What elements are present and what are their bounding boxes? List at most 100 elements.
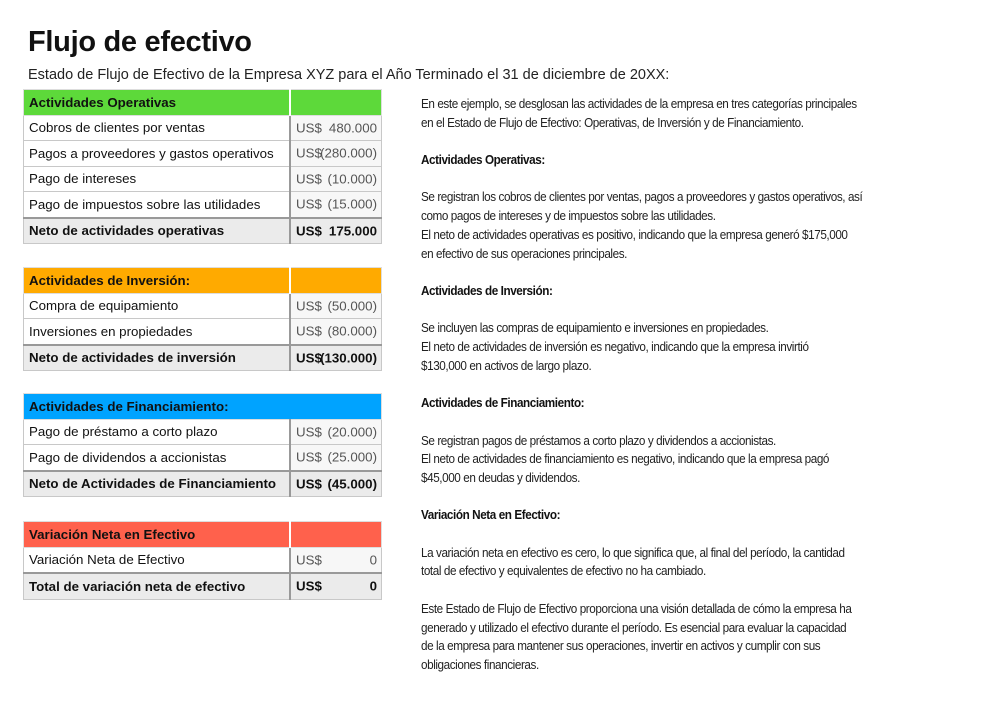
row-label: Cobros de clientes por ventas [23,114,291,141]
amount-value: (10.000) [327,171,377,187]
amount-value: (20.000) [327,424,377,440]
spacer [421,413,901,432]
total-row: Neto de actividades operativas US$ 175.000 [23,216,382,244]
row-amount: US$ (280.000) [289,140,382,167]
currency-label: US$ [296,424,322,440]
row-label: Compra de equipamiento [23,292,291,319]
table-row: Compra de equipamiento US$ (50.000) [23,292,382,319]
row-amount: US$ (20.000) [289,418,382,445]
table-financiamiento: Actividades de Financiamiento: Pago de pr… [23,393,382,497]
paragraph-line: Se incluyen las compras de equipamiento … [421,321,769,336]
section-header: Actividades de Inversión: [23,267,382,294]
total-row: Total de variación neta de efectivo US$ 0 [23,572,382,600]
paragraph-line: El neto de actividades operativas es pos… [421,227,848,242]
row-amount: US$ (15.000) [289,191,382,218]
currency-label: US$ [296,476,322,492]
paragraph-line: El neto de actividades de inversión es n… [421,340,809,355]
amount-value: 175.000 [328,223,377,239]
amount-value: 0 [369,552,377,568]
paragraph-line: Se registran los cobros de clientes por … [421,190,863,205]
row-label: Pago de dividendos a accionistas [23,444,291,471]
section-header: Actividades Operativas [23,89,382,116]
row-amount: US$ 175.000 [289,216,382,244]
total-row: Neto de actividades de inversión US$ (130.… [23,343,382,371]
amount-value: (80.000) [327,323,377,339]
amount-value: (130.000) [320,350,377,366]
spacer [421,263,901,282]
paragraph-line: Este Estado de Flujo de Efectivo proporc… [421,601,852,616]
section-heading: Actividades de Inversión: [421,283,553,298]
paragraph-line: En este ejemplo, se desglosan las activi… [421,97,857,111]
currency-label: US$ [296,298,322,314]
amount-value: (280.000) [320,145,377,161]
spacer [421,525,901,544]
row-label: Total de variación neta de efectivo [23,572,291,600]
paragraph-line: como pagos de intereses y de impuestos s… [421,209,716,224]
section-header-value [289,267,382,294]
row-label: Pago de intereses [23,165,291,192]
row-label: Pago de préstamo a corto plazo [23,418,291,445]
currency-label: US$ [296,196,322,212]
row-amount: US$ (25.000) [289,444,382,471]
spacer [421,301,901,320]
table-operativas: Actividades Operativas Cobros de clientes… [23,89,382,244]
currency-label: US$ [296,449,322,465]
section-header-label: Actividades Operativas [23,89,291,116]
page-subtitle: Estado de Flujo de Efectivo de la Empres… [28,67,670,83]
spacer [421,581,901,600]
paragraph-line: obligaciones financieras. [421,657,539,672]
currency-label: US$ [296,223,322,239]
row-label: Pagos a proveedores y gastos operativos [23,140,291,167]
row-label: Neto de actividades de inversión [23,343,291,371]
table-row: Pago de intereses US$ (10.000) [23,165,382,192]
row-amount: US$ (10.000) [289,165,382,192]
table-row: Pago de dividendos a accionistas US$ (25.0… [23,444,382,471]
table-row: Pago de préstamo a corto plazo US$ (20.000… [23,418,382,445]
table-row: Variación Neta de Efectivo US$ 0 [23,546,382,574]
paragraph-line: de la empresa para mantener sus operacio… [421,639,821,654]
table-row: Pagos a proveedores y gastos operativos U… [23,140,382,167]
currency-label: US$ [296,578,322,594]
row-amount: US$ (130.000) [289,343,382,371]
page-title: Flujo de efectivo [28,26,252,58]
currency-label: US$ [296,350,322,366]
paragraph-line: en efectivo de sus operaciones principal… [421,246,627,261]
table-variacion: Variación Neta en Efectivo Variación Neta… [23,521,382,600]
paragraph-line: La variación neta en efectivo es cero, l… [421,545,845,560]
paragraph-line: Se registran pagos de préstamos a corto … [421,433,776,448]
paragraph-line: El neto de actividades de financiamiento… [421,452,830,467]
section-header-value [289,89,382,116]
section-heading: Actividades Operativas: [421,153,545,168]
amount-value: (45.000) [327,476,377,492]
paragraph-line: total de efectivo y equivalentes de efec… [421,564,706,579]
currency-label: US$ [296,120,322,136]
paragraph-line: generado y utilizado el efectivo durante… [421,620,847,635]
paragraph-line: en el Estado de Flujo de Efectivo: Opera… [421,115,804,130]
row-label: Neto de Actividades de Financiamiento [23,469,291,497]
currency-label: US$ [296,552,322,568]
amount-value: 480.000 [328,120,377,136]
row-label: Inversiones en propiedades [23,318,291,345]
currency-label: US$ [296,323,322,339]
section-header: Variación Neta en Efectivo [23,521,382,548]
row-amount: US$ 0 [289,546,382,574]
row-amount: US$ (80.000) [289,318,382,345]
table-row: Pago de impuestos sobre las utilidades US… [23,191,382,218]
row-label: Pago de impuestos sobre las utilidades [23,191,291,218]
spacer [421,170,901,189]
amount-value: 0 [369,578,377,594]
row-label: Variación Neta de Efectivo [23,546,291,574]
row-amount: US$ 480.000 [289,114,382,141]
row-amount: US$ (45.000) [289,469,382,497]
section-header-label: Actividades de Inversión: [23,267,291,294]
table-row: Inversiones en propiedades US$ (80.000) [23,318,382,345]
total-row: Neto de Actividades de Financiamiento US$… [23,469,382,497]
spacer [421,132,901,151]
table-row: Cobros de clientes por ventas US$ 480.000 [23,114,382,141]
spacer [421,375,901,394]
section-heading: Variación Neta en Efectivo: [421,508,561,523]
section-header-label: Variación Neta en Efectivo [23,521,291,548]
amount-value: (15.000) [327,196,377,212]
section-heading: Actividades de Financiamiento: [421,396,585,411]
currency-label: US$ [296,171,322,187]
